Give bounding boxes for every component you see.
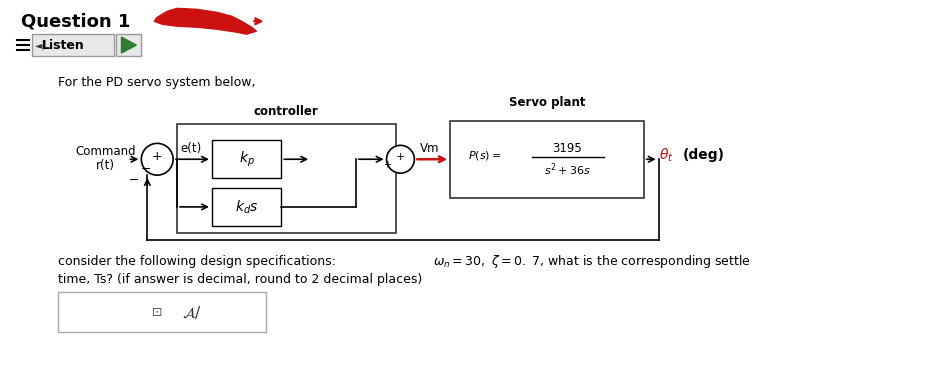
Bar xyxy=(450,121,643,198)
Text: $\mathcal{A}$/: $\mathcal{A}$/ xyxy=(182,304,202,320)
Text: +: + xyxy=(396,152,405,162)
Bar xyxy=(115,34,142,56)
Text: r(t): r(t) xyxy=(96,159,115,172)
Bar xyxy=(33,34,114,56)
Circle shape xyxy=(142,143,173,175)
Text: −: − xyxy=(129,173,140,187)
Text: Command: Command xyxy=(75,145,136,158)
Bar xyxy=(212,140,281,178)
Text: controller: controller xyxy=(254,105,318,118)
Text: +: + xyxy=(383,160,391,170)
Text: $s^2 + 36s$: $s^2 + 36s$ xyxy=(544,162,591,178)
Text: For the PD servo system below,: For the PD servo system below, xyxy=(58,76,255,89)
Text: −: − xyxy=(142,163,152,176)
Bar xyxy=(212,188,281,226)
Text: $\omega_n = 30,\ \zeta = 0.\ 7$, what is the corresponding settle: $\omega_n = 30,\ \zeta = 0.\ 7$, what is… xyxy=(433,253,751,270)
Bar xyxy=(58,292,266,332)
Text: Listen: Listen xyxy=(42,38,85,52)
Text: (deg): (deg) xyxy=(682,148,724,162)
Text: +: + xyxy=(152,150,163,163)
Text: $\theta_t$: $\theta_t$ xyxy=(658,147,673,164)
Polygon shape xyxy=(121,37,136,53)
Text: $k_d s$: $k_d s$ xyxy=(235,198,258,216)
Text: e(t): e(t) xyxy=(180,142,201,155)
Bar xyxy=(177,123,396,233)
Polygon shape xyxy=(155,8,257,34)
Text: $k_p$: $k_p$ xyxy=(238,150,254,169)
Text: Vm: Vm xyxy=(420,142,439,155)
Text: $P(s) =$: $P(s) =$ xyxy=(468,149,502,162)
Text: 3195: 3195 xyxy=(552,142,582,155)
Text: Question 1: Question 1 xyxy=(21,12,130,30)
Text: consider the following design specifications:: consider the following design specificat… xyxy=(58,255,340,268)
Text: ◄): ◄) xyxy=(35,40,47,50)
Text: time, Ts? (if answer is decimal, round to 2 decimal places): time, Ts? (if answer is decimal, round t… xyxy=(58,273,422,286)
Text: Servo plant: Servo plant xyxy=(508,96,586,109)
Circle shape xyxy=(386,146,414,173)
Text: ⊡: ⊡ xyxy=(152,306,163,319)
